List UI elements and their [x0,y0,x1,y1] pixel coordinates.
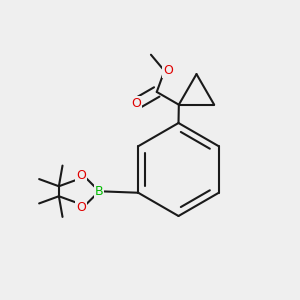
Text: O: O [76,169,86,182]
Text: O: O [131,97,141,110]
Text: B: B [95,185,103,198]
Text: O: O [163,64,173,77]
Text: O: O [76,201,86,214]
